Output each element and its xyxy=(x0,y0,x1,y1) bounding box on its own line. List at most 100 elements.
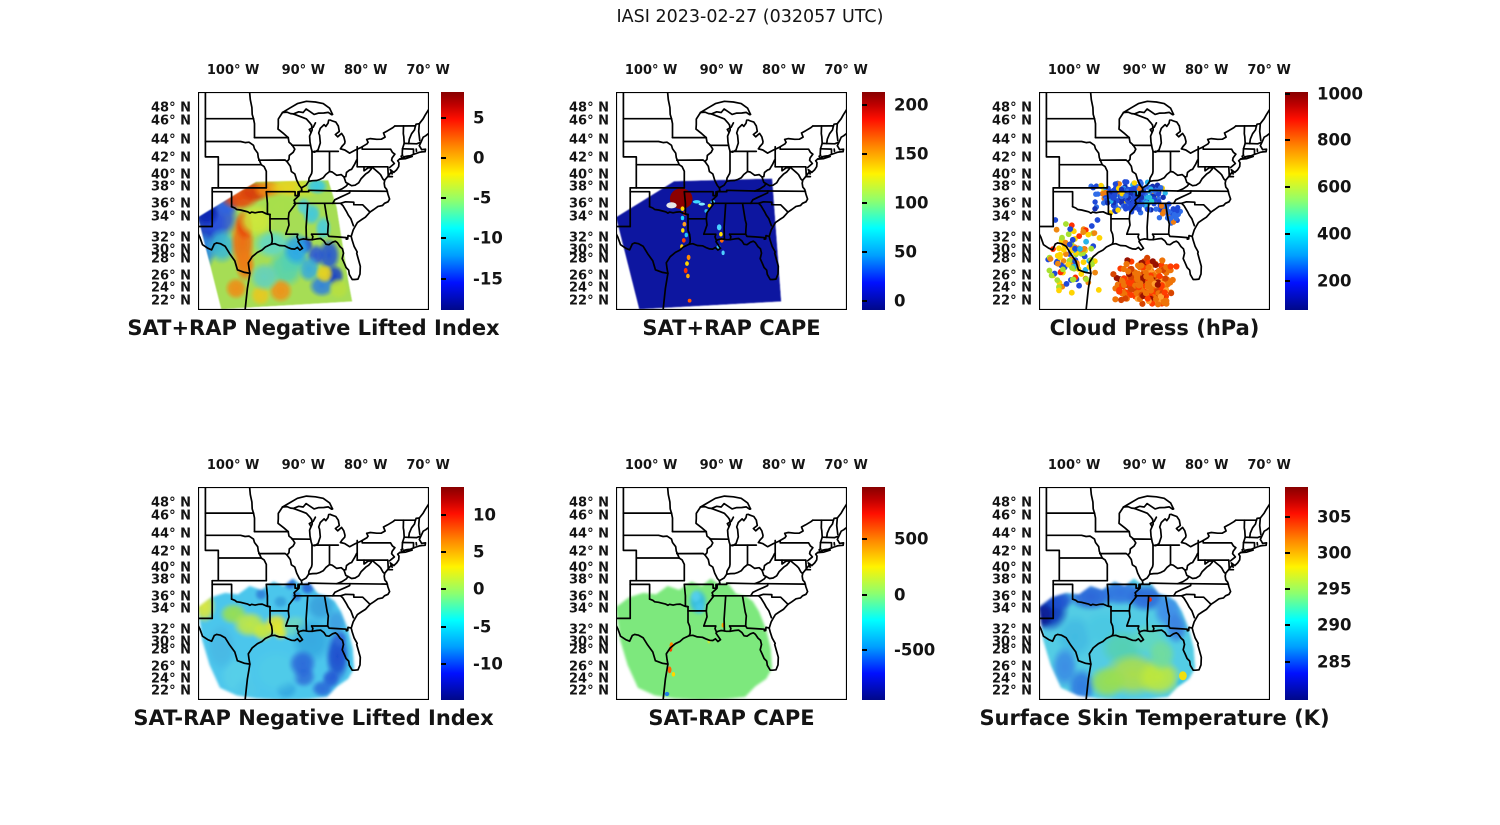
data-layer xyxy=(198,180,353,310)
lon-tick-label: 80° W xyxy=(761,458,806,473)
basemap-svg xyxy=(616,92,847,310)
lat-tick-label: 40° N xyxy=(992,560,1032,576)
colorbar-tick xyxy=(1285,552,1290,555)
lat-tick-label: 28° N xyxy=(569,251,609,267)
colorbar-tick xyxy=(862,104,867,107)
state-boundaries xyxy=(1039,487,1270,700)
lat-tick-label: 34° N xyxy=(151,601,191,617)
lat-tick-label: 40° N xyxy=(569,560,609,576)
lon-tick-label: 80° W xyxy=(1184,63,1229,78)
colorbar-gradient xyxy=(1285,92,1308,310)
colorbar-tick-label: -5 xyxy=(473,617,492,636)
lat-tick-label: 38° N xyxy=(151,179,191,195)
lat-tick-label: 38° N xyxy=(992,572,1032,588)
lat-tick-label: 38° N xyxy=(569,572,609,588)
lat-tick-label: 42° N xyxy=(151,150,191,166)
colorbar-tick xyxy=(1285,185,1290,188)
lat-tick-label: 28° N xyxy=(151,251,191,267)
colorbar-tick-label: 1000 xyxy=(1317,84,1363,104)
panel-title: Cloud Press (hPa) xyxy=(1049,316,1260,340)
colorbar xyxy=(862,92,885,310)
colorbar-tick xyxy=(862,538,867,541)
lat-tick-label: 48° N xyxy=(151,100,191,116)
colorbar-tick xyxy=(862,648,867,651)
lat-tick-label: 26° N xyxy=(151,659,191,675)
lat-tick-label: 40° N xyxy=(151,167,191,183)
lon-tick-label: 100° W xyxy=(206,458,260,473)
lat-tick-label: 30° N xyxy=(151,242,191,258)
colorbar xyxy=(862,487,885,700)
colorbar xyxy=(441,92,464,310)
lat-tick-label: 28° N xyxy=(151,642,191,658)
data-layer xyxy=(616,578,773,700)
state-boundaries xyxy=(198,92,429,310)
colorbar-tick xyxy=(441,625,446,628)
basemap-svg xyxy=(198,92,429,310)
colorbar-tick-label: 305 xyxy=(1317,507,1352,527)
map-plot xyxy=(198,487,429,700)
lon-tick-label: 90° W xyxy=(699,458,744,473)
lat-tick-label: 36° N xyxy=(569,589,609,605)
data-layer xyxy=(1045,179,1183,308)
lat-tick-label: 34° N xyxy=(992,601,1032,617)
colorbar-tick-label: 200 xyxy=(1317,271,1352,291)
basemap-svg xyxy=(1039,92,1270,310)
colorbar-tick xyxy=(862,153,867,156)
colorbar-tick xyxy=(862,300,867,303)
lat-tick-label: 24° N xyxy=(992,280,1032,296)
lat-tick-label: 48° N xyxy=(992,495,1032,511)
lat-tick-label: 32° N xyxy=(992,230,1032,246)
lon-tick-label: 100° W xyxy=(624,458,678,473)
lon-tick-label: 90° W xyxy=(699,63,744,78)
lat-tick-label: 34° N xyxy=(569,209,609,225)
lon-tick-label: 90° W xyxy=(281,63,326,78)
colorbar-tick-label: -15 xyxy=(473,269,503,289)
lat-tick-label: 48° N xyxy=(569,100,609,116)
lat-tick-label: 24° N xyxy=(992,671,1032,687)
lat-tick-label: 24° N xyxy=(151,671,191,687)
lon-tick-label: 80° W xyxy=(343,458,388,473)
lat-tick-label: 24° N xyxy=(569,671,609,687)
lat-tick-label: 36° N xyxy=(992,196,1032,212)
state-boundaries xyxy=(198,487,429,700)
lat-tick-label: 42° N xyxy=(992,544,1032,560)
colorbar-tick xyxy=(1285,138,1290,141)
lat-tick-label: 30° N xyxy=(569,242,609,258)
lat-tick-label: 26° N xyxy=(992,659,1032,675)
lat-tick-label: 24° N xyxy=(569,280,609,296)
lat-tick-label: 46° N xyxy=(992,113,1032,129)
lon-tick-label: 100° W xyxy=(1047,458,1101,473)
state-boundaries xyxy=(616,487,847,700)
lat-tick-label: 22° N xyxy=(151,293,191,309)
lat-tick-label: 26° N xyxy=(992,268,1032,284)
lat-tick-label: 30° N xyxy=(992,242,1032,258)
lat-tick-label: 40° N xyxy=(569,167,609,183)
figure-title: IASI 2023-02-27 (032057 UTC) xyxy=(616,7,884,27)
colorbar-tick xyxy=(862,202,867,205)
lat-tick-label: 34° N xyxy=(151,209,191,225)
colorbar-tick-label: 0 xyxy=(894,585,906,605)
colorbar-tick xyxy=(1285,515,1290,518)
lat-tick-label: 46° N xyxy=(569,113,609,129)
lat-tick-label: 38° N xyxy=(569,179,609,195)
lon-tick-label: 70° W xyxy=(1247,63,1291,78)
lat-tick-label: 46° N xyxy=(992,508,1032,524)
lat-tick-label: 22° N xyxy=(569,683,609,699)
lat-tick-label: 36° N xyxy=(992,589,1032,605)
basemap-svg xyxy=(1039,487,1270,700)
lon-tick-label: 80° W xyxy=(343,63,388,78)
colorbar xyxy=(1285,92,1308,310)
colorbar-tick-label: -10 xyxy=(473,654,503,674)
colorbar-tick-label: 200 xyxy=(894,95,929,115)
lat-tick-label: 34° N xyxy=(992,209,1032,225)
colorbar-tick xyxy=(441,156,446,159)
lon-tick-label: 80° W xyxy=(1184,458,1229,473)
panel-title: Surface Skin Temperature (K) xyxy=(979,706,1330,730)
lon-tick-label: 70° W xyxy=(406,458,450,473)
lat-tick-label: 46° N xyxy=(151,113,191,129)
colorbar-tick-label: 290 xyxy=(1317,615,1352,635)
colorbar-tick xyxy=(441,197,446,200)
